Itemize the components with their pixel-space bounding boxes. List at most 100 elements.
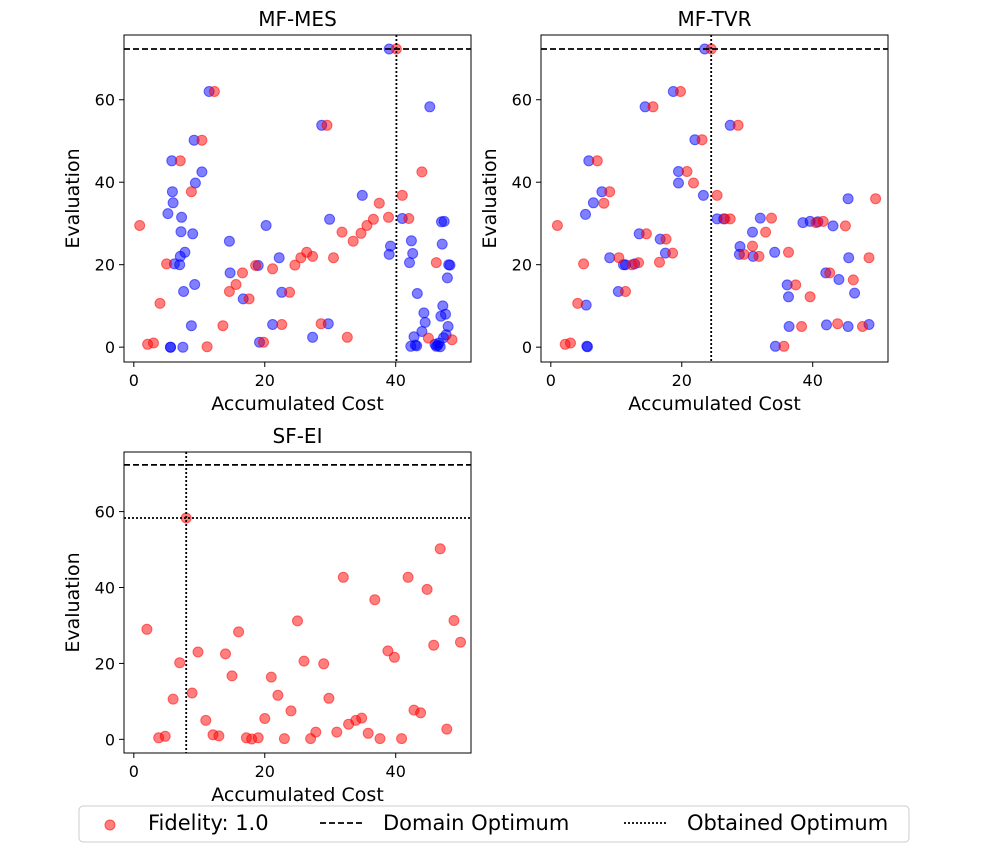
data-point — [796, 321, 808, 332]
data-point — [424, 101, 436, 113]
data-point — [817, 215, 829, 227]
data-point — [356, 189, 368, 201]
data-point — [223, 235, 235, 247]
y-tick-label: 20 — [95, 256, 115, 275]
data-point — [265, 671, 277, 683]
data-point — [187, 228, 199, 240]
data-point — [403, 213, 415, 224]
legend-label-obtained-optimum: Obtained Optimum — [687, 811, 888, 835]
data-point — [355, 227, 367, 239]
data-point — [747, 240, 758, 252]
axes-frame — [123, 451, 472, 754]
data-point — [604, 252, 616, 264]
y-tick-label: 0 — [105, 338, 115, 357]
data-point — [278, 733, 290, 745]
scatter-points — [551, 43, 882, 353]
data-point — [307, 250, 319, 262]
data-point — [201, 341, 213, 353]
data-point — [660, 233, 672, 245]
data-point — [285, 705, 297, 717]
data-point — [849, 287, 861, 299]
data-point — [821, 319, 832, 331]
y-tick-label: 0 — [522, 338, 532, 357]
data-point — [587, 197, 599, 209]
data-point — [267, 263, 279, 275]
data-point — [402, 571, 414, 583]
data-point — [186, 687, 198, 699]
data-point — [422, 332, 434, 344]
data-point — [230, 279, 242, 290]
data-point — [404, 257, 415, 269]
data-point — [697, 189, 709, 201]
data-point — [582, 341, 593, 353]
axes-frame — [540, 34, 889, 363]
data-point — [374, 733, 386, 745]
data-point — [328, 252, 339, 264]
data-point — [385, 240, 396, 252]
subplot-1: 0 20 40 0 20 40 60 MF-TVR Accumulated Cost Evalua… — [479, 7, 889, 415]
data-point — [258, 336, 269, 348]
data-point — [154, 297, 166, 309]
data-point — [738, 248, 750, 260]
data-point — [833, 274, 845, 285]
data-point — [226, 670, 238, 682]
data-point — [783, 246, 794, 258]
data-point — [724, 213, 736, 225]
data-point — [321, 119, 333, 131]
data-point — [174, 657, 186, 669]
data-point — [289, 259, 301, 271]
data-point — [580, 208, 591, 220]
data-point — [442, 321, 454, 332]
x-axis-label: Accumulated Cost — [211, 784, 384, 806]
data-point — [620, 286, 631, 297]
subplot-2: 0 20 40 0 20 40 60 SF-EI Accumulated Cost Evaluat… — [62, 424, 472, 806]
x-axis-label: Accumulated Cost — [211, 393, 384, 415]
data-point — [213, 730, 225, 742]
data-point — [640, 228, 652, 240]
data-point — [711, 189, 723, 201]
data-point — [162, 208, 174, 220]
data-point — [347, 235, 359, 247]
data-point — [208, 86, 220, 97]
legend-label-domain-optimum: Domain Optimum — [383, 811, 569, 835]
y-axis-label: Evaluation — [62, 552, 84, 652]
data-point — [336, 226, 348, 238]
data-point — [185, 186, 197, 198]
scatter-points — [141, 512, 466, 745]
data-point — [141, 623, 153, 635]
data-point — [438, 215, 450, 227]
data-point — [307, 331, 319, 343]
x-tick-label: 0 — [129, 371, 139, 390]
data-point — [243, 293, 255, 305]
legend-frame — [78, 805, 910, 843]
data-point — [416, 166, 428, 178]
data-point — [419, 316, 431, 328]
data-point — [310, 726, 322, 738]
subplot-0: 0 20 40 0 20 40 60 MF-MES Accumulated Cost Evalua… — [62, 7, 472, 415]
data-point — [839, 220, 851, 232]
data-point — [843, 252, 855, 264]
y-tick-label: 60 — [512, 91, 532, 110]
data-point — [189, 279, 201, 290]
data-point — [870, 193, 882, 205]
data-point — [224, 267, 236, 279]
data-point — [165, 341, 176, 353]
data-point — [857, 321, 868, 332]
y-tick-label: 60 — [95, 91, 115, 110]
data-point — [778, 340, 790, 352]
data-point — [604, 186, 616, 198]
data-point — [647, 101, 659, 113]
data-point — [260, 220, 272, 231]
y-tick-label: 60 — [95, 503, 115, 522]
data-point — [284, 286, 296, 298]
data-point — [367, 213, 379, 225]
data-point — [177, 341, 189, 353]
data-point — [233, 626, 245, 638]
data-point — [421, 583, 433, 595]
data-point — [455, 636, 466, 648]
data-point — [324, 213, 336, 225]
data-point — [613, 252, 625, 264]
data-point — [405, 235, 417, 247]
data-point — [223, 286, 235, 297]
x-tick-label: 0 — [546, 371, 556, 390]
